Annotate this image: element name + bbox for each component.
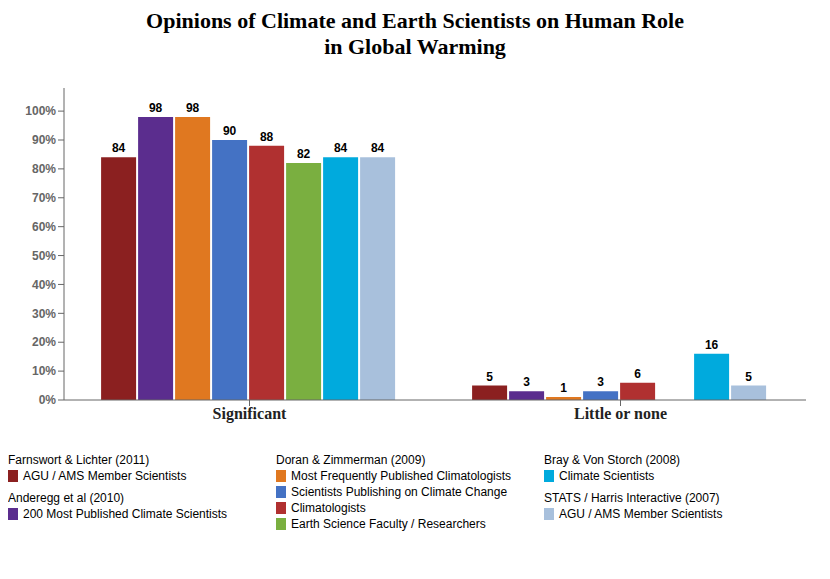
html-text:Climatologists: Climatologists (291, 501, 366, 515)
html-text:AGU / AMS Member Scientists: AGU / AMS Member Scientists (559, 507, 723, 521)
html-text:Opinions of Climate and Earth: Opinions of Climate and Earth Scientists… (146, 8, 684, 59)
html-text:Farnswort & Lichter (2011): Farnswort & Lichter (2011) (8, 453, 150, 467)
svg-text:84: 84 (112, 141, 126, 155)
svg-text:0%: 0% (39, 393, 57, 407)
svg-text:3: 3 (597, 375, 604, 389)
svg-text:6: 6 (634, 367, 641, 381)
svg-text:Significant: Significant (213, 405, 287, 423)
svg-text:16: 16 (705, 338, 719, 352)
svg-text:20%: 20% (32, 335, 56, 349)
svg-text:84: 84 (334, 141, 348, 155)
svg-text:5: 5 (486, 370, 493, 384)
svg-text:30%: 30% (32, 307, 56, 321)
html-text:AGU / AMS Member Scientists: AGU / AMS Member Scientists (23, 469, 187, 483)
html-text:Scientists Publishing on Clima: Scientists Publishing on Climate Change (291, 485, 508, 499)
svg-text:3: 3 (523, 375, 530, 389)
svg-text:90%: 90% (32, 133, 56, 147)
svg-text:84: 84 (371, 141, 385, 155)
svg-text:5: 5 (745, 370, 752, 384)
html-text:Bray & Von Storch (2008): Bray & Von Storch (2008) (544, 453, 681, 467)
html-text:Doran & Zimmerman (2009): Doran & Zimmerman (2009) (276, 453, 426, 467)
html-text:200 Most Published Climate Sci: 200 Most Published Climate Scientists (23, 507, 228, 521)
html-text:Earth Science Faculty / Resear: Earth Science Faculty / Researchers (291, 517, 486, 531)
html-text:Anderegg et al (2010): Anderegg et al (2010) (8, 491, 125, 505)
svg-text:70%: 70% (32, 191, 56, 205)
svg-text:50%: 50% (32, 249, 56, 263)
svg-text:98: 98 (186, 101, 200, 115)
svg-text:100%: 100% (25, 104, 56, 118)
svg-text:98: 98 (149, 101, 163, 115)
svg-text:82: 82 (297, 147, 311, 161)
svg-text:88: 88 (260, 130, 274, 144)
svg-text:1: 1 (560, 381, 567, 395)
html-text:STATS / Harris Interactive (20: STATS / Harris Interactive (2007) (544, 491, 720, 505)
html-text:Most Frequently Published Clim: Most Frequently Published Climatologists (291, 469, 512, 483)
svg-text:90: 90 (223, 124, 237, 138)
svg-text:10%: 10% (32, 364, 56, 378)
svg-text:60%: 60% (32, 220, 56, 234)
html-text:Climate Scientists: Climate Scientists (559, 469, 655, 483)
svg-text:Little or none: Little or none (574, 405, 667, 422)
svg-text:80%: 80% (32, 162, 56, 176)
svg-text:40%: 40% (32, 278, 56, 292)
